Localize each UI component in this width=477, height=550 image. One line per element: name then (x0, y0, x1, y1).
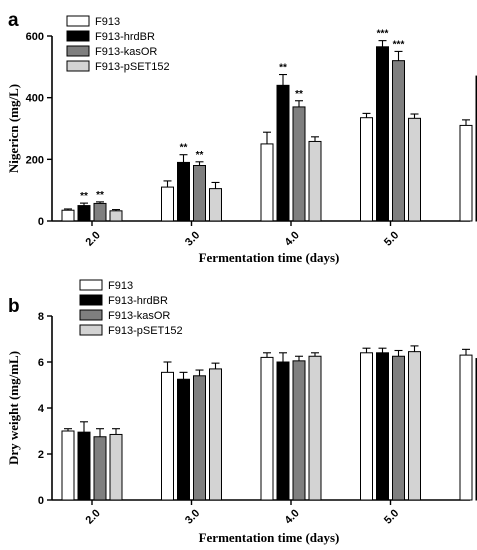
legend-swatch (66, 45, 90, 57)
bar (408, 117, 421, 222)
significance-label: ** (180, 143, 188, 154)
x-tick-label: 4.0 (282, 229, 301, 248)
bar (177, 161, 190, 222)
bar (376, 352, 389, 501)
significance-label: ** (279, 63, 287, 74)
bar (376, 46, 389, 222)
bar (459, 124, 473, 222)
x-tick-label: 5.0 (382, 229, 401, 248)
bar (360, 352, 373, 501)
panel-label: b (8, 296, 20, 317)
bar (276, 361, 290, 501)
bar (260, 143, 274, 222)
y-tick-label: 0 (38, 495, 44, 507)
x-axis-title: Fermentation time (days) (199, 530, 340, 545)
bar (392, 355, 405, 501)
legend-label: F913 (108, 280, 133, 292)
significance-label: ** (295, 89, 303, 100)
y-tick-label: 6 (38, 357, 44, 369)
bar (260, 356, 274, 501)
legend-label: F913-hrdBR (108, 295, 168, 307)
bar (161, 186, 174, 222)
x-tick-label: 5.0 (382, 507, 401, 526)
panel-label: a (8, 10, 19, 31)
significance-label: ** (196, 150, 204, 161)
bar (77, 431, 91, 501)
significance-label: ** (80, 191, 88, 202)
legend-label: F913-pSET152 (95, 61, 170, 73)
y-tick-label: 0 (38, 216, 44, 228)
bar (193, 375, 206, 501)
bar (93, 436, 107, 501)
bar (77, 205, 91, 222)
panel-b-chart: b 0 2 4 6 8 Dry weight (mg/mL) Fermentation tim… (6, 279, 477, 545)
panel-a-chart: a 0 200 400 600 Nigericn (mg/L) Fermentation t… (6, 10, 477, 265)
y-tick-label: 4 (38, 403, 45, 415)
legend-swatch (66, 15, 90, 27)
legend-label: F913-pSET152 (108, 325, 183, 337)
bar (276, 84, 290, 222)
x-tick-label: 3.0 (183, 229, 202, 248)
bar (209, 368, 222, 501)
y-tick-label: 8 (38, 311, 44, 323)
legend-swatch (79, 294, 103, 306)
bar (61, 209, 75, 222)
legend-label: F913-kasOR (108, 310, 170, 322)
y-tick-label: 400 (26, 93, 44, 105)
bar (209, 188, 222, 222)
bar (61, 430, 75, 501)
y-tick-label: 600 (26, 31, 44, 43)
bar (193, 165, 206, 222)
x-tick-label: 4.0 (282, 507, 301, 526)
legend-label: F913-kasOR (95, 46, 157, 58)
bar (161, 371, 174, 501)
significance-label: *** (393, 39, 405, 50)
bar (408, 351, 421, 501)
legend-label: F913 (95, 16, 120, 28)
legend-swatch (79, 279, 103, 291)
x-tick-label: 2.0 (83, 507, 102, 526)
bar (292, 106, 306, 222)
significance-label: *** (377, 29, 389, 40)
bar (177, 378, 190, 501)
bar (360, 117, 373, 222)
bar (308, 140, 322, 222)
y-axis-title: Nigericn (mg/L) (6, 84, 21, 173)
bar (109, 210, 123, 222)
x-axis-title: Fermentation time (days) (199, 250, 340, 265)
bar (459, 354, 473, 501)
y-tick-label: 2 (38, 449, 44, 461)
bar (392, 60, 405, 222)
bar (292, 360, 306, 501)
y-tick-label: 200 (26, 154, 44, 166)
bar (308, 355, 322, 501)
x-tick-label: 3.0 (183, 507, 202, 526)
x-tick-label: 2.0 (83, 229, 102, 248)
significance-label: ** (96, 190, 104, 201)
y-axis-title: Dry weight (mg/mL) (6, 351, 21, 465)
bar (93, 202, 107, 222)
legend-swatch (79, 324, 103, 336)
legend-swatch (79, 309, 103, 321)
legend-swatch (66, 60, 90, 72)
legend-swatch (66, 30, 90, 42)
legend-label: F913-hrdBR (95, 31, 155, 43)
bar (109, 433, 123, 501)
